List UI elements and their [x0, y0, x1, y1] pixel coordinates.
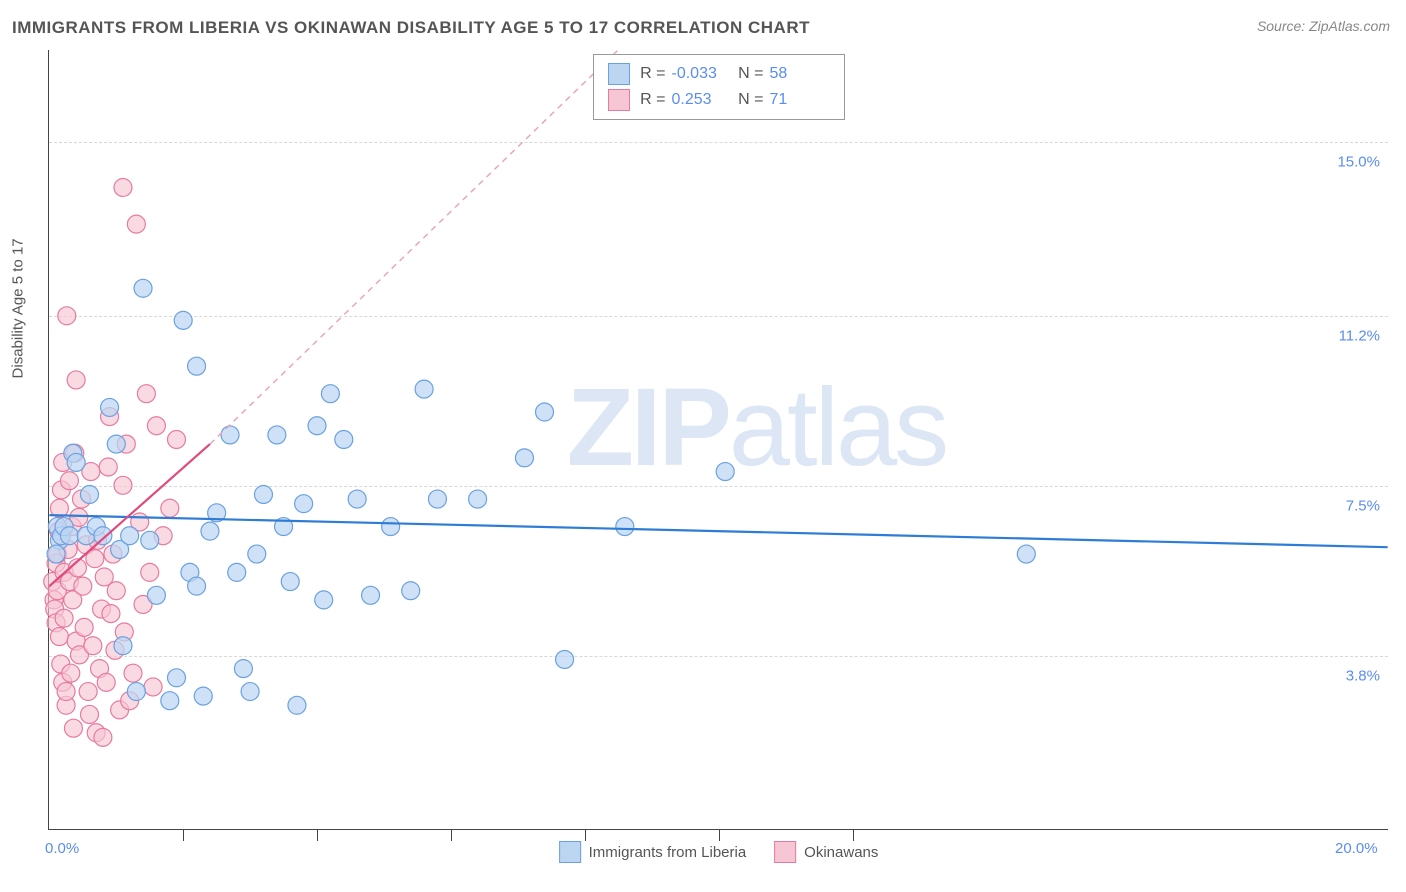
- chart-title: IMMIGRANTS FROM LIBERIA VS OKINAWAN DISA…: [12, 18, 810, 38]
- x-tick-label: 0.0%: [45, 840, 79, 857]
- legend-swatch-okinawans: [608, 89, 630, 111]
- plot-area: ZIPatlas R =-0.033 N =58 R =0.253 N =71: [48, 50, 1388, 830]
- x-tick: [183, 829, 184, 841]
- legend-row-okinawans: R =0.253 N =71: [608, 87, 830, 113]
- series-legend-liberia: Immigrants from Liberia: [559, 841, 747, 863]
- x-tick: [451, 829, 452, 841]
- chart-svg: [49, 50, 1388, 829]
- series-label-liberia: Immigrants from Liberia: [589, 844, 747, 861]
- series-swatch-liberia: [559, 841, 581, 863]
- legend-row-liberia: R =-0.033 N =58: [608, 61, 830, 87]
- legend-swatch-liberia: [608, 63, 630, 85]
- chart-container: IMMIGRANTS FROM LIBERIA VS OKINAWAN DISA…: [0, 0, 1406, 892]
- legend-text-okinawans: R =0.253 N =71: [640, 91, 830, 109]
- chart-source: Source: ZipAtlas.com: [1257, 18, 1390, 34]
- legend-text-liberia: R =-0.033 N =58: [640, 65, 830, 83]
- x-tick: [853, 829, 854, 841]
- x-tick: [317, 829, 318, 841]
- x-tick: [585, 829, 586, 841]
- series-swatch-okinawans: [774, 841, 796, 863]
- x-tick: [719, 829, 720, 841]
- series-legend: Immigrants from Liberia Okinawans: [559, 841, 879, 863]
- series-label-okinawans: Okinawans: [804, 844, 878, 861]
- y-axis-label: Disability Age 5 to 17: [10, 238, 27, 378]
- correlation-legend: R =-0.033 N =58 R =0.253 N =71: [593, 54, 845, 120]
- x-tick-label: 20.0%: [1335, 840, 1378, 857]
- series-legend-okinawans: Okinawans: [774, 841, 878, 863]
